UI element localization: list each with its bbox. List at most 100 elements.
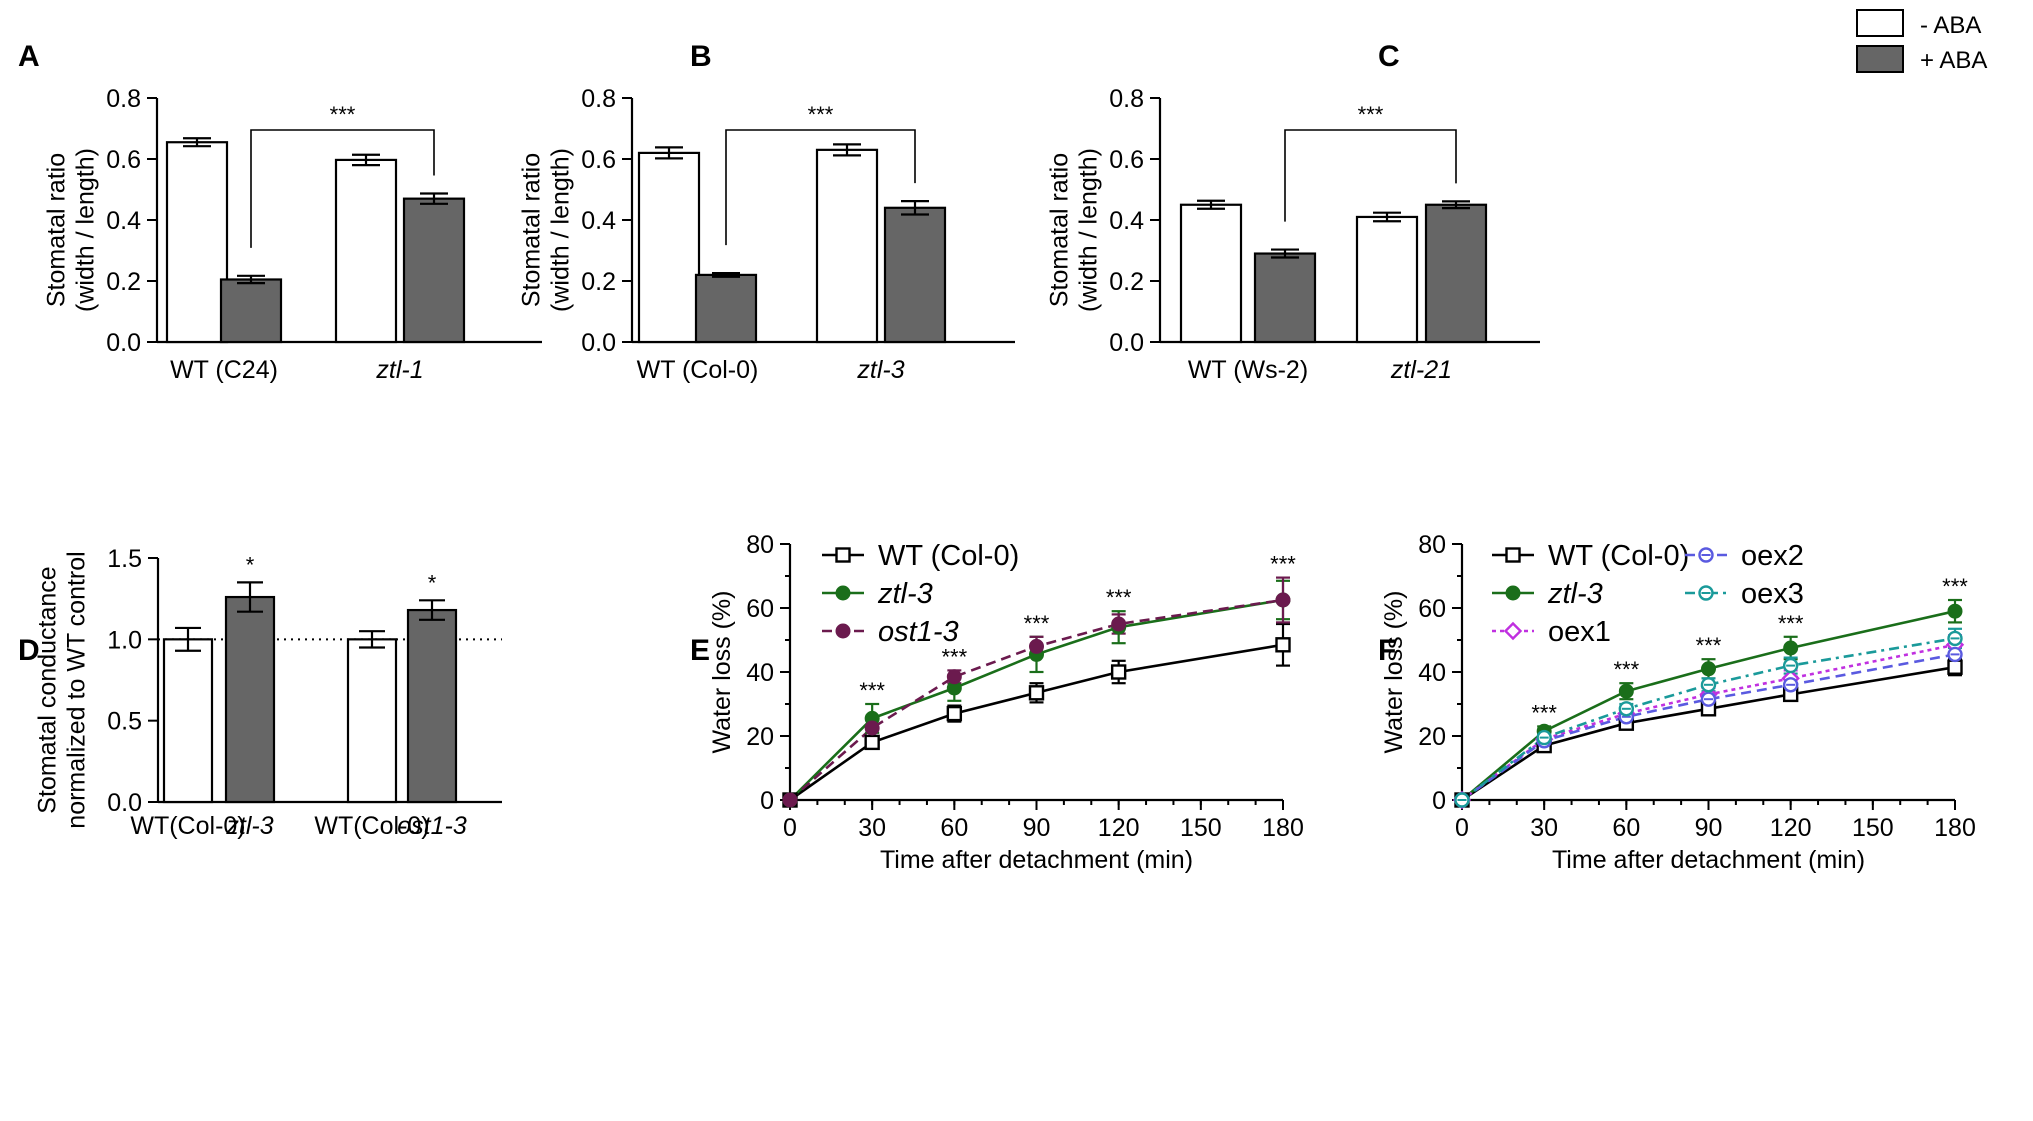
panel-e-x-tick-label: 120 — [1098, 814, 1140, 842]
panel-e-y-tick-label: 20 — [746, 723, 774, 751]
panel-c-y-title-line1: Stomatal ratio — [1046, 153, 1074, 307]
panel-e-series-line — [789, 643, 1284, 802]
panel-d-y-tick-label: 0.0 — [107, 789, 142, 817]
panel-e-marker — [1028, 685, 1045, 701]
panel-d-x-label: ztl-3 — [225, 812, 273, 840]
panel-d-y-title-line1: Stomatal conductance — [34, 566, 62, 813]
panel-f-legend-marker — [1503, 621, 1523, 641]
legend-swatch-plus-aba — [1856, 45, 1904, 73]
panel-f-x-tick-label: 60 — [1612, 814, 1640, 842]
panel-a-y-tick-label: 0.0 — [106, 329, 141, 357]
panel-e-marker — [1275, 592, 1291, 608]
panel-d-y-tick-label: 1.5 — [107, 545, 142, 573]
panel-e-marker — [1111, 616, 1127, 632]
panel-d-bar — [162, 638, 214, 804]
panel-c-y-tick-label: 0.0 — [1109, 329, 1144, 357]
panel-d-chart: 0.0 0.5 1.0 1.5 Stomatal conductancenormaliz… — [34, 545, 502, 840]
panel-f-marker — [1783, 640, 1799, 656]
panel-f-y-tick-label: 80 — [1418, 531, 1446, 559]
panel-letter-c: C — [1378, 40, 1400, 73]
panel-d-bar — [224, 595, 276, 804]
panel-a-y-title-line1: Stomatal ratio — [43, 153, 71, 307]
panel-f-x-tick-label: 90 — [1695, 814, 1723, 842]
panel-e-chart: 0 20 40 60 80 0 30 60 90 120 150 180 Time after deta… — [708, 531, 1304, 874]
panel-e-marker — [1029, 638, 1044, 654]
panel-d-x-label: WT(Col-0) — [130, 812, 245, 840]
panel-letter-b: B — [690, 40, 712, 73]
panel-f-legend-label: ztl-3 — [1547, 578, 1603, 610]
panel-e-legend-marker — [835, 585, 851, 601]
panel-a-significance-bracket — [250, 129, 435, 248]
panel-f-chart: 0 20 40 60 80 0 30 60 90 120 150 180 Time after deta… — [1380, 531, 1976, 874]
panel-d-x-label: ost1-3 — [397, 812, 467, 840]
panel-e-legend-marker — [835, 547, 851, 563]
panel-b-significance-bracket — [725, 129, 916, 246]
panel-d-y-axis-title: Stomatal conductancenormalized to WT con… — [34, 551, 91, 828]
panel-c-significance-label: *** — [1358, 102, 1384, 127]
panel-e-y-tick-label: 80 — [746, 531, 774, 559]
panel-c-bar — [1424, 203, 1488, 344]
panel-f-significance-label: *** — [1696, 633, 1722, 658]
legend-label-plus-aba: + ABA — [1920, 47, 1987, 74]
panel-b-y-tick-label: 0.2 — [581, 268, 616, 296]
panel-e-x-axis-title: Time after detachment (min) — [880, 846, 1193, 874]
panel-f-significance-label: *** — [1942, 574, 1968, 599]
panel-e-significance-label: *** — [1106, 585, 1132, 610]
panel-f-significance-label: *** — [1613, 657, 1639, 682]
panel-e-legend-label: ost1-3 — [878, 616, 959, 648]
panel-f-y-tick-label: 0 — [1432, 787, 1446, 815]
panel-b-y-axis-title: Stomatal ratio(width / length) — [518, 148, 575, 312]
panel-e-series-line — [789, 598, 1284, 801]
panel-f-y-tick-label: 40 — [1418, 659, 1446, 687]
panel-b-y-tick-label: 0.0 — [581, 329, 616, 357]
panel-e-marker — [1275, 637, 1291, 653]
panel-d-x-label: WT(Col-0) — [314, 812, 429, 840]
panel-b-y-tick-label: 0.8 — [581, 85, 616, 113]
panel-f-x-tick-label: 120 — [1770, 814, 1812, 842]
panel-d-significance-label: * — [246, 552, 255, 577]
panel-e-x-tick-label: 180 — [1262, 814, 1304, 842]
panel-f-y-axis-title: Water loss (%) — [1380, 591, 1408, 754]
panel-e-significance-label: *** — [1024, 611, 1050, 636]
panel-c-chart: 0.0 0.2 0.4 0.6 0.8 Stomatal ratio(width / le… — [1046, 85, 1540, 384]
panel-a-y-tick-label: 0.2 — [106, 268, 141, 296]
panel-e-x-tick-label: 0 — [783, 814, 797, 842]
panel-e-marker — [782, 792, 798, 808]
panel-b-bar — [815, 148, 879, 344]
panel-c-y-axis-title: Stomatal ratio(width / length) — [1046, 148, 1103, 312]
panel-b-y-title-line1: Stomatal ratio — [518, 153, 546, 307]
panel-f-series-line — [1461, 665, 1956, 802]
panel-a-bar — [334, 158, 398, 344]
panel-e-y-tick-label: 60 — [746, 595, 774, 623]
panel-f-x-tick-label: 180 — [1934, 814, 1976, 842]
panel-a-y-tick-label: 0.6 — [106, 146, 141, 174]
panel-e-legend-marker — [835, 623, 851, 639]
panel-f-series-line — [1461, 609, 1956, 801]
panel-b-bar — [637, 151, 701, 344]
panel-d-significance-label: * — [428, 570, 437, 595]
panel-d-y-tick-label: 0.5 — [107, 708, 142, 736]
panel-f-x-tick-label: 150 — [1852, 814, 1894, 842]
panel-c-x-group-label: WT (Ws-2) — [1188, 356, 1308, 384]
panel-d-bar — [406, 608, 458, 804]
panel-c-y-tick-label: 0.8 — [1109, 85, 1144, 113]
panel-e-marker — [946, 705, 963, 722]
panel-f-series-line — [1461, 653, 1956, 802]
panel-b-y-title-line2: (width / length) — [546, 148, 574, 312]
panel-f-legend-label: oex1 — [1548, 616, 1611, 648]
panel-b-x-group-label: WT (Col-0) — [637, 356, 759, 384]
panel-f-y-tick-label: 20 — [1418, 723, 1446, 751]
panel-a-y-tick-label: 0.8 — [106, 85, 141, 113]
panel-letter-d: D — [18, 634, 40, 667]
panel-b-significance-label: *** — [808, 102, 834, 127]
panel-c-bar — [1179, 203, 1243, 344]
panel-d-bar — [346, 638, 398, 804]
aba-legend: - ABA + ABA — [1856, 9, 1987, 74]
panel-e-marker — [1110, 664, 1127, 680]
panel-f-significance-label: *** — [1778, 611, 1804, 636]
panel-a-x-group-label: WT (C24) — [170, 356, 278, 384]
panel-letter-f: F — [1378, 634, 1396, 667]
panel-a-y-axis-title: Stomatal ratio(width / length) — [43, 148, 100, 312]
legend-label-minus-aba: - ABA — [1920, 12, 1981, 39]
